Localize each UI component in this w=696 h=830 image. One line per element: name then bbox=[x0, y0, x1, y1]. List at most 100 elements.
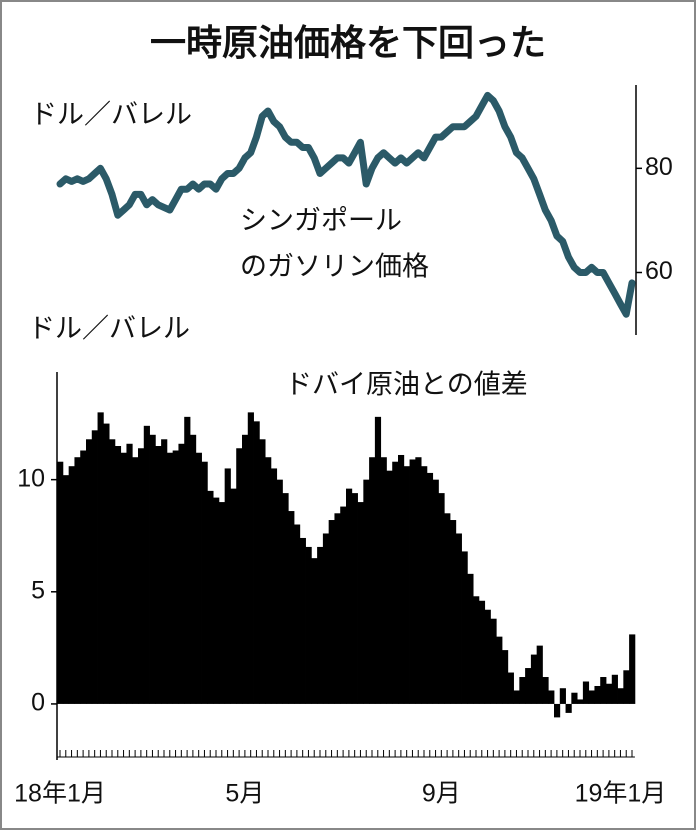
bar bbox=[74, 457, 81, 704]
bar bbox=[369, 457, 376, 704]
bar bbox=[288, 511, 295, 704]
y-tick-label: 10 bbox=[17, 464, 45, 492]
bar bbox=[109, 439, 116, 704]
bar bbox=[161, 439, 168, 704]
bar bbox=[363, 479, 370, 704]
bar bbox=[265, 457, 272, 704]
bar bbox=[536, 645, 543, 704]
bar bbox=[207, 490, 214, 704]
bar bbox=[455, 533, 462, 704]
bar bbox=[346, 488, 353, 704]
bar bbox=[270, 468, 278, 704]
bar bbox=[97, 412, 104, 704]
bar bbox=[276, 479, 283, 704]
bar bbox=[623, 670, 630, 704]
bar bbox=[357, 502, 364, 704]
bar bbox=[351, 493, 358, 704]
bar bbox=[68, 466, 75, 704]
bar bbox=[519, 677, 526, 704]
x-tick-label: 19年1月 bbox=[575, 780, 667, 808]
bar bbox=[450, 520, 457, 704]
bar bbox=[507, 672, 514, 704]
price-line bbox=[56, 91, 636, 318]
bar bbox=[322, 533, 330, 704]
chart-title: 一時原油価格を下回った bbox=[150, 23, 546, 64]
y-tick-label: 0 bbox=[31, 689, 45, 717]
bar bbox=[629, 634, 636, 704]
bar bbox=[172, 450, 179, 704]
bar bbox=[103, 423, 110, 704]
bar bbox=[218, 502, 226, 704]
bar bbox=[426, 472, 434, 704]
bar bbox=[259, 439, 266, 704]
bar bbox=[253, 421, 260, 704]
bar bbox=[467, 573, 474, 704]
x-tick-label: 9月 bbox=[422, 780, 461, 808]
bar bbox=[432, 479, 439, 704]
bar bbox=[305, 546, 312, 704]
bar bbox=[299, 537, 306, 704]
bar bbox=[155, 446, 162, 704]
bar bbox=[438, 493, 445, 704]
bar bbox=[496, 636, 503, 704]
unit-label: ドル／バレル bbox=[28, 314, 190, 345]
bar bbox=[149, 434, 156, 704]
bar bbox=[502, 650, 509, 704]
bar bbox=[559, 688, 566, 704]
bar bbox=[513, 690, 520, 704]
bar bbox=[340, 506, 347, 704]
bar bbox=[398, 454, 405, 704]
bar bbox=[236, 448, 243, 704]
unit-label: ドル／バレル bbox=[30, 100, 192, 131]
bar bbox=[224, 468, 231, 704]
y-tick-label: 5 bbox=[31, 576, 45, 604]
bar bbox=[190, 434, 197, 704]
bar bbox=[62, 475, 70, 704]
bar bbox=[120, 452, 127, 704]
bar bbox=[611, 674, 618, 704]
bar bbox=[490, 618, 497, 704]
bar bbox=[444, 513, 451, 704]
bar bbox=[415, 457, 422, 704]
bar bbox=[201, 461, 208, 704]
bar bbox=[247, 412, 254, 704]
bar bbox=[484, 609, 491, 704]
bar bbox=[86, 439, 93, 704]
bar bbox=[386, 470, 393, 704]
bar bbox=[230, 488, 237, 704]
bar bbox=[132, 457, 139, 704]
bar bbox=[311, 558, 318, 704]
bar bbox=[571, 692, 578, 704]
x-tick-label: 18年1月 bbox=[14, 780, 106, 808]
bar bbox=[392, 461, 399, 704]
bar bbox=[478, 600, 486, 704]
bar bbox=[80, 450, 87, 704]
bar bbox=[409, 459, 416, 704]
bar bbox=[588, 690, 595, 704]
bar bbox=[317, 546, 324, 704]
bar bbox=[525, 668, 532, 704]
bar bbox=[582, 681, 590, 704]
bar bbox=[242, 434, 249, 704]
bar bbox=[282, 493, 289, 704]
bar bbox=[565, 703, 572, 713]
bar bbox=[600, 677, 607, 704]
bar bbox=[577, 699, 584, 704]
annotation: シンガポール bbox=[240, 206, 402, 237]
bar bbox=[328, 520, 335, 704]
bar bbox=[594, 685, 601, 704]
bar bbox=[606, 683, 613, 704]
annotation: ドバイ原油との値差 bbox=[285, 370, 528, 401]
bar bbox=[421, 466, 428, 704]
bar bbox=[178, 443, 185, 704]
bar bbox=[403, 466, 410, 704]
x-tick-label: 5月 bbox=[225, 780, 264, 808]
bar bbox=[114, 446, 122, 704]
bar bbox=[548, 690, 555, 704]
bar bbox=[542, 677, 549, 704]
bar bbox=[617, 688, 624, 704]
bar bbox=[294, 524, 301, 704]
bar bbox=[126, 443, 133, 704]
bar bbox=[91, 430, 98, 704]
